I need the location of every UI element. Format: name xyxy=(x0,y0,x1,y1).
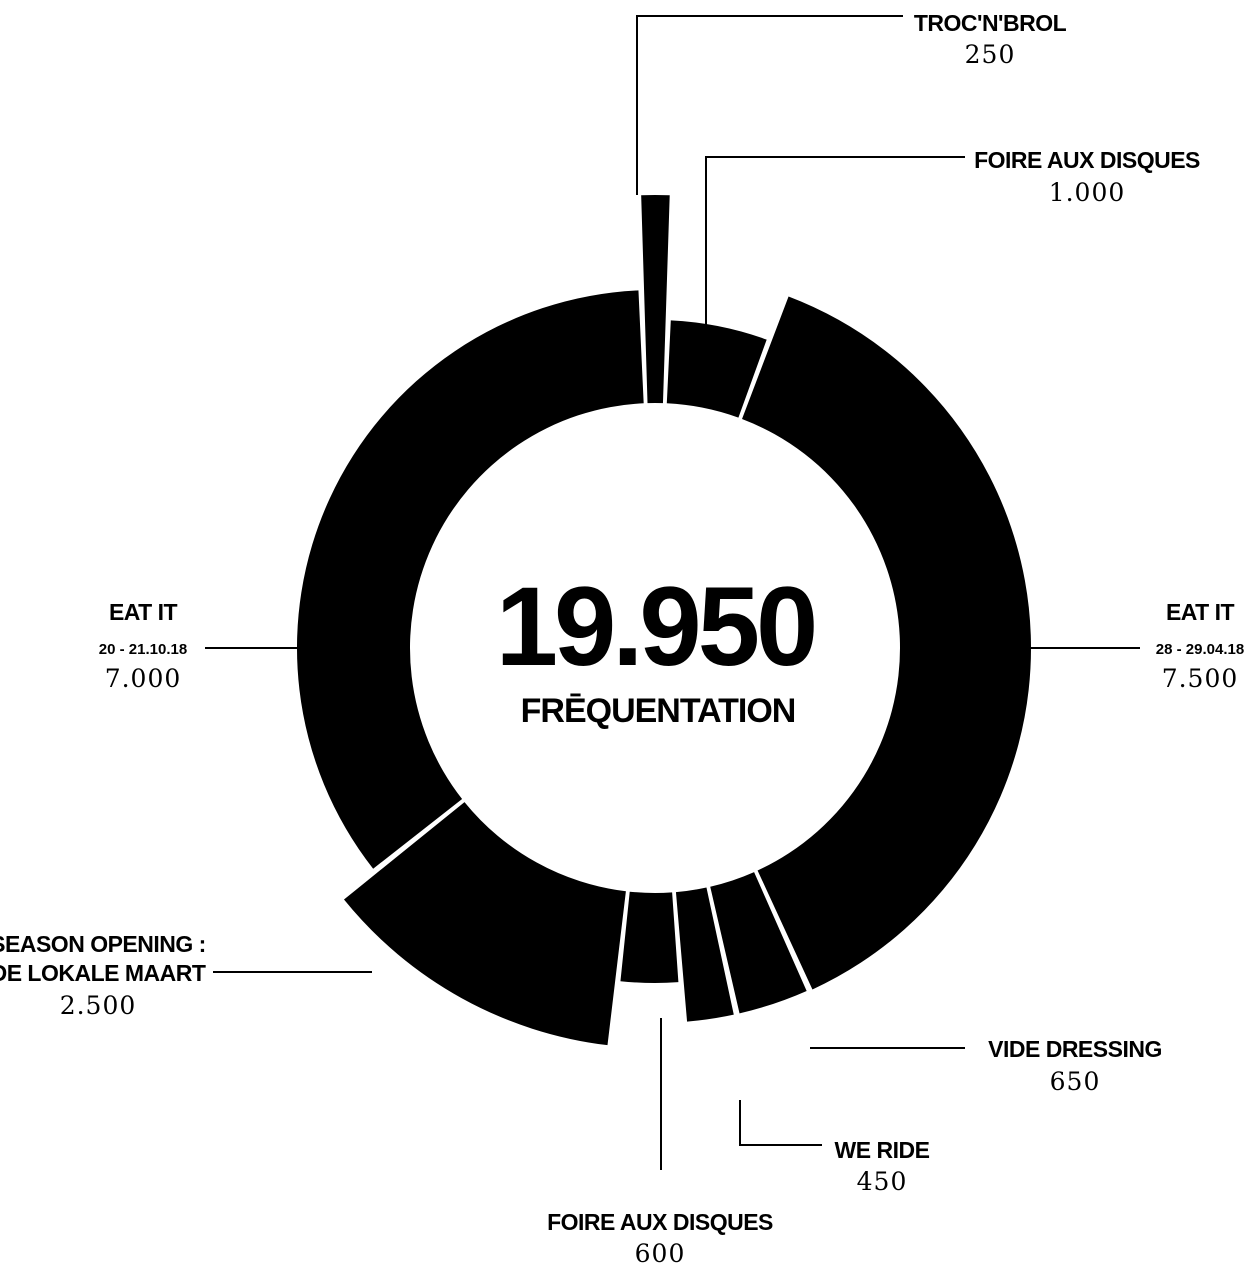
label-value-trocnbrol: 250 xyxy=(965,40,1016,69)
slice-trocnbrol xyxy=(641,195,670,404)
center-total: 19.950 xyxy=(496,564,815,689)
label-date-eat-it-right: 28 - 29.04.18 xyxy=(1156,641,1244,658)
label-value-foire-aux-disques-1: 1.000 xyxy=(1049,178,1126,207)
label-value-eat-it-left: 7.000 xyxy=(105,664,182,693)
label-name-eat-it-left: EAT IT xyxy=(109,599,178,625)
label-value-eat-it-right: 7.500 xyxy=(1162,664,1239,693)
label-name-eat-it-right: EAT IT xyxy=(1166,599,1235,625)
label-date-eat-it-left: 20 - 21.10.18 xyxy=(99,641,187,658)
label-name-line2-season-opening: DE LOKALE MAART xyxy=(0,960,206,986)
leader-line-trocnbrol xyxy=(636,15,903,195)
slice-foire-aux-disques-2 xyxy=(620,891,679,983)
label-name-foire-aux-disques-1: FOIRE AUX DISQUES xyxy=(974,147,1200,173)
label-name-foire-aux-disques-2: FOIRE AUX DISQUES xyxy=(547,1209,773,1235)
label-value-we-ride: 450 xyxy=(857,1167,908,1196)
leader-line-we-ride xyxy=(739,1100,822,1146)
label-value-season-opening: 2.500 xyxy=(60,991,137,1020)
slice-vide-dressing xyxy=(710,872,807,1014)
label-name-we-ride: WE RIDE xyxy=(835,1137,930,1163)
chart-slices xyxy=(297,195,1031,1046)
label-name-season-opening: SEASON OPENING : xyxy=(0,931,206,957)
center-label: FRĒQUENTATION xyxy=(521,692,796,730)
slice-we-ride xyxy=(675,887,734,1022)
label-name-vide-dressing: VIDE DRESSING xyxy=(988,1036,1162,1062)
slice-eat-it-right xyxy=(742,296,1031,990)
leader-lines xyxy=(205,15,1140,1170)
leader-line-foire-aux-disques-1 xyxy=(705,156,965,325)
label-value-foire-aux-disques-2: 600 xyxy=(635,1239,686,1268)
slice-season-opening xyxy=(343,802,626,1046)
slice-eat-it-left xyxy=(297,290,644,869)
label-name-trocnbrol: TROC'N'BROL xyxy=(914,10,1067,36)
chart-labels: TROC'N'BROL 250 FOIRE AUX DISQUES 1.000 … xyxy=(0,10,1244,1268)
slice-foire-aux-disques-1 xyxy=(666,320,767,418)
label-value-vide-dressing: 650 xyxy=(1050,1067,1101,1096)
center-text: 19.950 FRĒQUENTATION xyxy=(496,564,819,730)
